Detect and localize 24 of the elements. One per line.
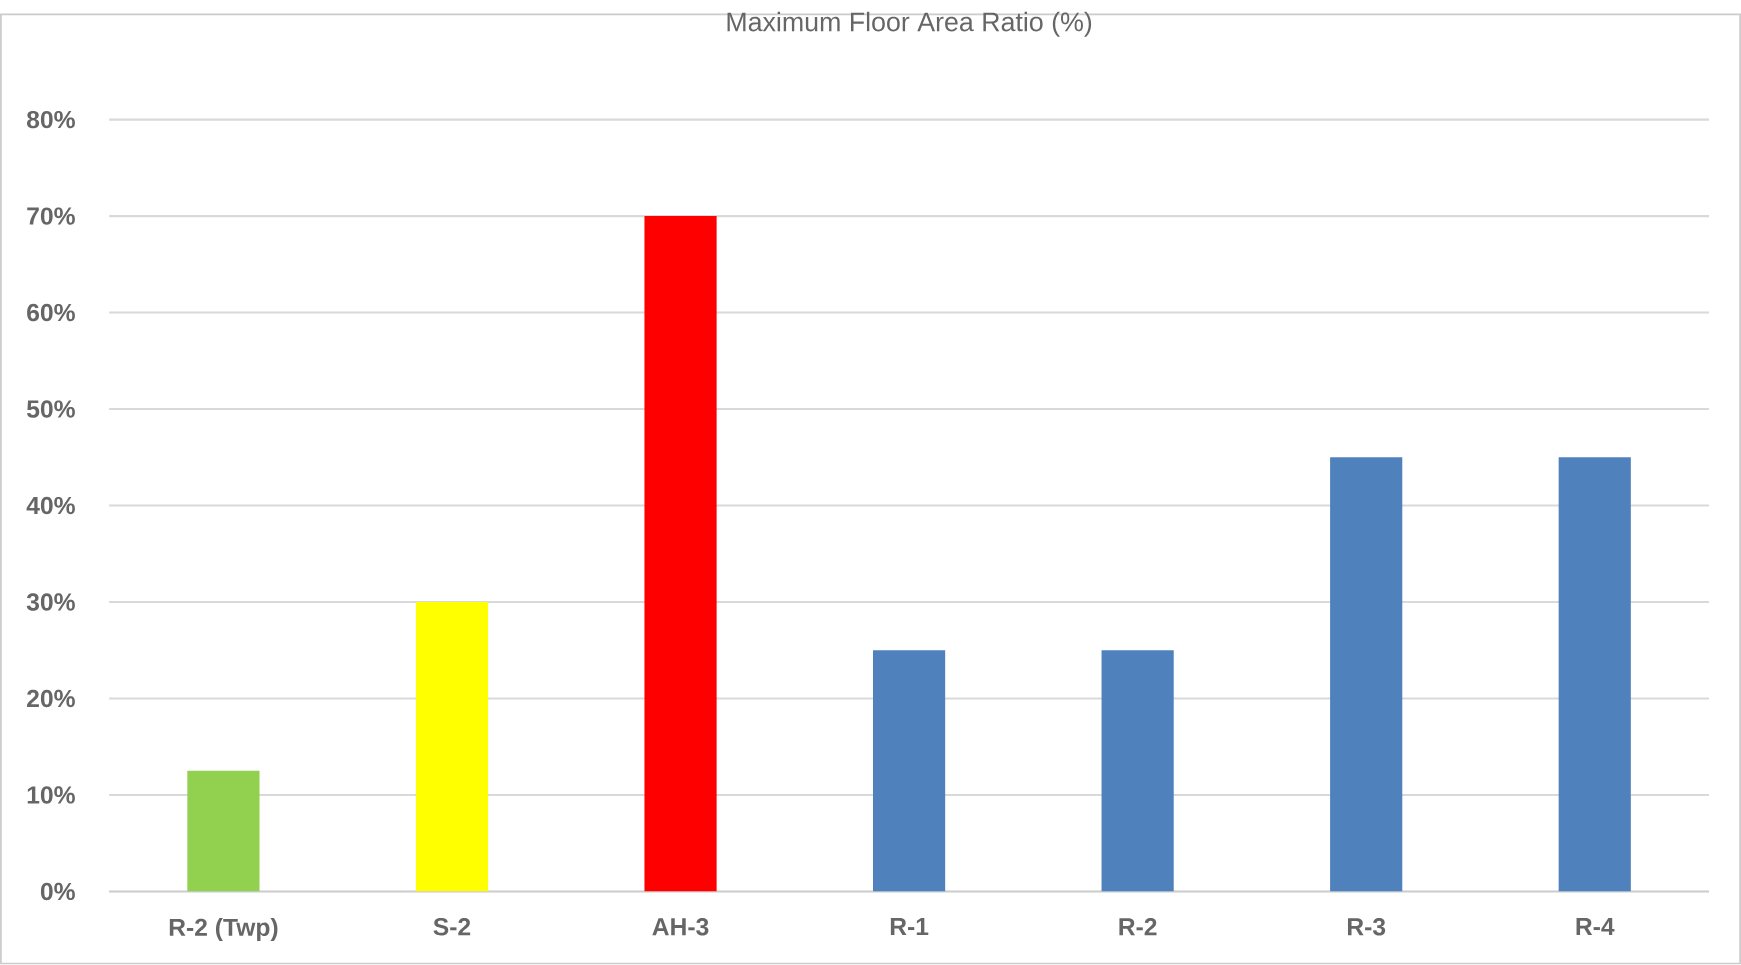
x-tick-label: R-2 (Twp): [169, 918, 278, 942]
x-tick-label: R-2: [1119, 918, 1157, 936]
bar: [415, 602, 489, 892]
y-tick-label: 0%: [40, 883, 75, 901]
x-tick-label: R-4: [1576, 918, 1615, 936]
x-tick-label: S-2: [433, 918, 471, 936]
bar: [1330, 457, 1403, 892]
y-tick-label: 50%: [26, 400, 75, 418]
bar: [1101, 650, 1174, 892]
bar: [644, 216, 717, 892]
y-tick-label: 70%: [27, 207, 75, 226]
chart-title: Maximum Floor Area Ratio (%): [727, 11, 1092, 37]
x-tick-label: R-3: [1347, 918, 1386, 936]
y-tick-label: 10%: [27, 786, 75, 804]
y-tick-label: 40%: [26, 497, 75, 515]
bar: [873, 650, 946, 892]
bar: [1558, 457, 1631, 892]
y-tick-label: 30%: [26, 593, 75, 611]
y-tick-label: 60%: [27, 304, 75, 322]
x-tick-label: AH-3: [652, 918, 709, 936]
y-tick-label: 20%: [27, 690, 75, 708]
bar: [187, 771, 260, 892]
x-tick-label: R-1: [890, 918, 929, 936]
y-tick-label: 80%: [26, 111, 75, 129]
